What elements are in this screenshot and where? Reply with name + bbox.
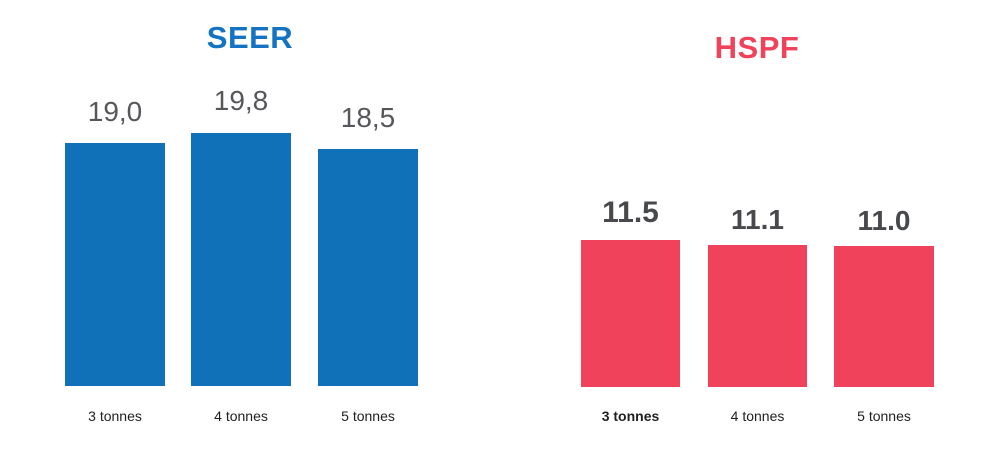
bar <box>834 246 934 387</box>
bar <box>191 132 291 386</box>
category-label: 5 tonnes <box>341 408 395 424</box>
bar-value-label: 11.5 <box>602 196 659 230</box>
bar-value-label: 19,0 <box>87 95 143 127</box>
bar <box>708 244 807 387</box>
bar <box>318 149 418 386</box>
bar <box>65 142 165 386</box>
bar-value-label: 18,5 <box>340 101 396 133</box>
category-label: 5 tonnes <box>857 408 911 424</box>
bar <box>581 239 680 387</box>
bar-value-label: 11.0 <box>857 204 911 236</box>
hspf-chart-title: HSPF <box>714 30 800 65</box>
bar-value-label: 19,8 <box>213 85 269 117</box>
category-label: 4 tonnes <box>730 408 785 424</box>
bar-value-label: 11.1 <box>731 203 784 235</box>
category-label: 3 tonnes <box>88 408 142 424</box>
category-label: 4 tonnes <box>214 408 268 424</box>
category-label: 3 tonnes <box>601 408 660 424</box>
seer-chart-title: SEER <box>206 20 294 55</box>
